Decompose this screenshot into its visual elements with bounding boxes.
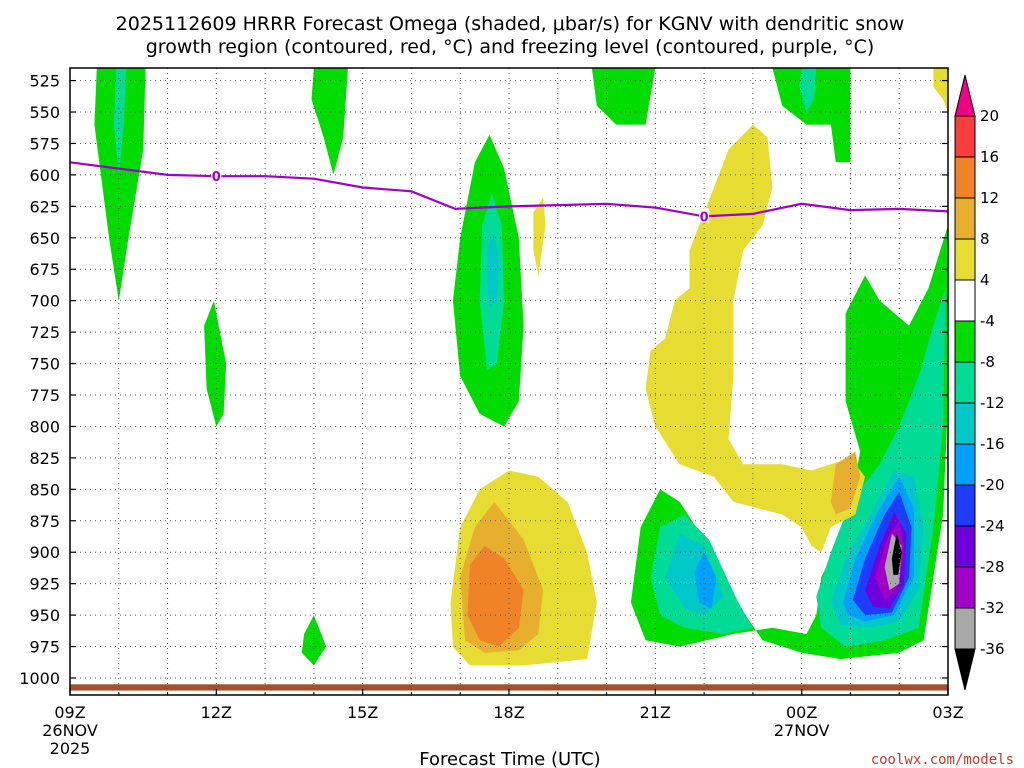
y-tick-label-750: 750 [29,355,60,374]
colorbar-label-0: -36 [980,640,1005,658]
x-tick-sublabel1-00Z: 27NOV [774,721,830,740]
y-tick-label-775: 775 [29,386,60,405]
y-tick-label-625: 625 [29,197,60,216]
ground-band-rect [70,684,948,691]
y-tick-label-800: 800 [29,417,60,436]
colorbar-label-2: -28 [980,558,1005,576]
omega-region-7 [487,231,500,307]
y-tick-label-825: 825 [29,449,60,468]
freezing-level-label-1: 0 [700,210,709,225]
freezing-level-contour: 00 [69,161,949,225]
freezing-level-label-0: 0 [212,170,221,185]
y-axis: 525 550 575 600 625 650 675 700 725 750 775 800 825 8… [19,72,948,688]
y-tick-label-525: 525 [29,72,60,91]
omega-region-9 [772,68,851,163]
colorbar-label-11: 12 [980,189,999,207]
x-tick-sublabel2-09Z: 2025 [50,739,91,758]
y-tick-label-975: 975 [29,638,60,657]
x-tick-label-15Z: 15Z [347,703,378,722]
colorbar-segment-5 [954,443,976,486]
y-tick-label-900: 900 [29,543,60,562]
chart-title-line1: 2025112609 HRRR Forecast Omega (shaded, … [116,13,905,35]
omega-region-25 [467,545,524,647]
y-tick-label-875: 875 [29,512,60,531]
y-tick-label-650: 650 [29,229,60,248]
ground-band [70,684,948,691]
colorbar-segment-13 [954,115,976,158]
x-tick-sublabel1-09Z: 26NOV [42,721,98,740]
freezing-label-bg-1 [699,208,710,223]
colorbar-segment-4 [954,484,976,527]
colorbar-segment-1 [954,607,976,650]
colorbar-label-3: -24 [980,517,1005,535]
colorbar-segment-8 [954,320,976,363]
omega-region-0 [94,68,146,301]
omega-region-16 [694,552,717,609]
chart-title-line2: growth region (contoured, red, °C) and f… [146,36,875,58]
omega-region-29 [933,68,948,112]
colorbar-label-9: 4 [980,271,990,289]
colorbar-segment-6 [954,402,976,445]
colorbar-segment-11 [954,197,976,240]
omega-region-27 [645,124,866,553]
freezing-label-bg-0 [211,168,222,183]
omega-region-1 [113,68,127,175]
y-tick-label-700: 700 [29,292,60,311]
omega-region-10 [799,68,817,112]
y-tick-label-725: 725 [29,323,60,342]
colorbar-label-10: 8 [980,230,990,248]
x-tick-label-12Z: 12Z [201,703,232,722]
omega-region-4 [301,615,327,666]
colorbar-label-7: -8 [980,353,995,371]
omega-region-8 [591,68,656,125]
omega-region-26 [533,197,546,276]
colorbar-label-1: -32 [980,599,1005,617]
y-tick-label-1000: 1000 [19,669,60,688]
x-axis-label: Forecast Time (UTC) [419,749,600,768]
y-tick-label-550: 550 [29,103,60,122]
omega-shading [94,68,948,666]
x-tick-label-03Z: 03Z [932,703,963,722]
x-tick-label-00Z: 00Z [786,703,817,722]
colorbar-segment-0 [954,648,976,691]
colorbar: -36 -32 -28 -24 -20 -16 -12 -8 -4 4 8 12 16 20 [954,74,1005,691]
site-credit: coolwx.com/models [871,752,1014,768]
colorbar-segment-9 [954,279,976,322]
colorbar-segment-12 [954,156,976,199]
colorbar-label-8: -4 [980,312,995,330]
y-tick-label-575: 575 [29,134,60,153]
y-tick-label-925: 925 [29,575,60,594]
colorbar-label-4: -20 [980,476,1005,494]
y-tick-label-600: 600 [29,166,60,185]
y-tick-label-850: 850 [29,480,60,499]
colorbar-label-5: -16 [980,435,1005,453]
colorbar-label-12: 16 [980,148,999,166]
colorbar-segment-14 [954,74,976,117]
y-tick-label-950: 950 [29,606,60,625]
x-tick-label-21Z: 21Z [640,703,671,722]
colorbar-segment-10 [954,238,976,281]
colorbar-label-13: 20 [980,107,999,125]
x-tick-label-18Z: 18Z [493,703,524,722]
y-tick-label-675: 675 [29,260,60,279]
omega-region-2 [311,68,348,175]
omega-region-28 [830,451,861,515]
x-tick-label-09Z: 09Z [54,703,85,722]
colorbar-segment-2 [954,566,976,609]
colorbar-segment-7 [954,361,976,404]
colorbar-label-6: -12 [980,394,1005,412]
colorbar-segment-3 [954,525,976,568]
